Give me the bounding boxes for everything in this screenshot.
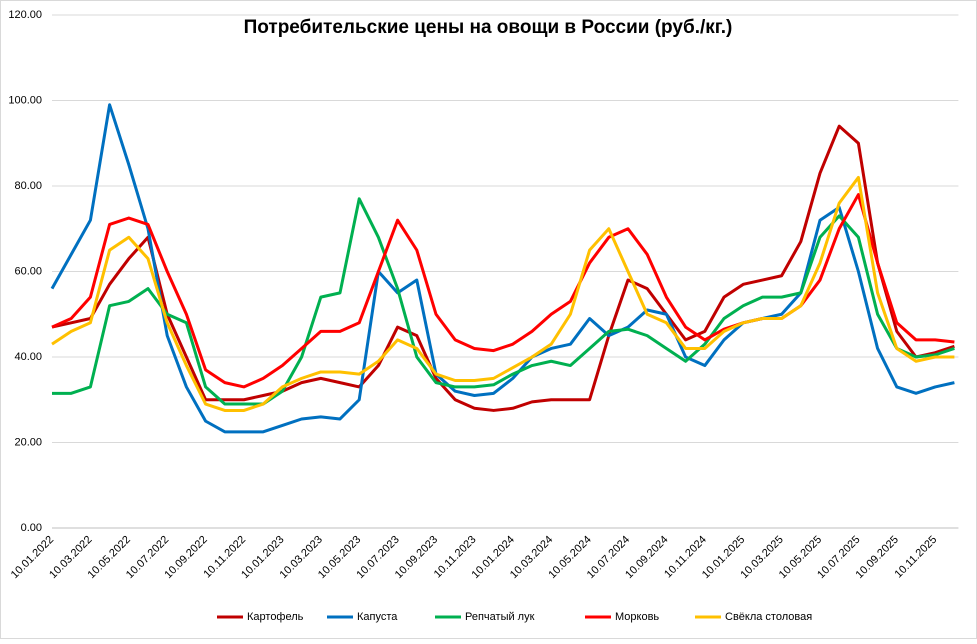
series-line (51, 175, 955, 412)
legend-label: Морковь (615, 611, 659, 623)
y-tick-label: 100.00 (8, 94, 42, 106)
legend-label: Репчатый лук (465, 611, 535, 623)
legend-label: Картофель (247, 611, 304, 623)
y-tick-label: 120.00 (8, 9, 42, 21)
series-line (51, 124, 955, 412)
y-tick-label: 80.00 (14, 180, 42, 192)
series-line (52, 197, 955, 406)
y-tick-label: 0.00 (21, 522, 42, 534)
y-tick-label: 40.00 (14, 351, 42, 363)
chart-title: Потребительские цены на овощи в России (… (244, 17, 733, 38)
legend-label: Свёкла столовая (725, 611, 812, 623)
y-tick-label: 60.00 (14, 265, 42, 277)
y-tick-label: 20.00 (14, 436, 42, 448)
legend-label: Капуста (357, 611, 398, 623)
